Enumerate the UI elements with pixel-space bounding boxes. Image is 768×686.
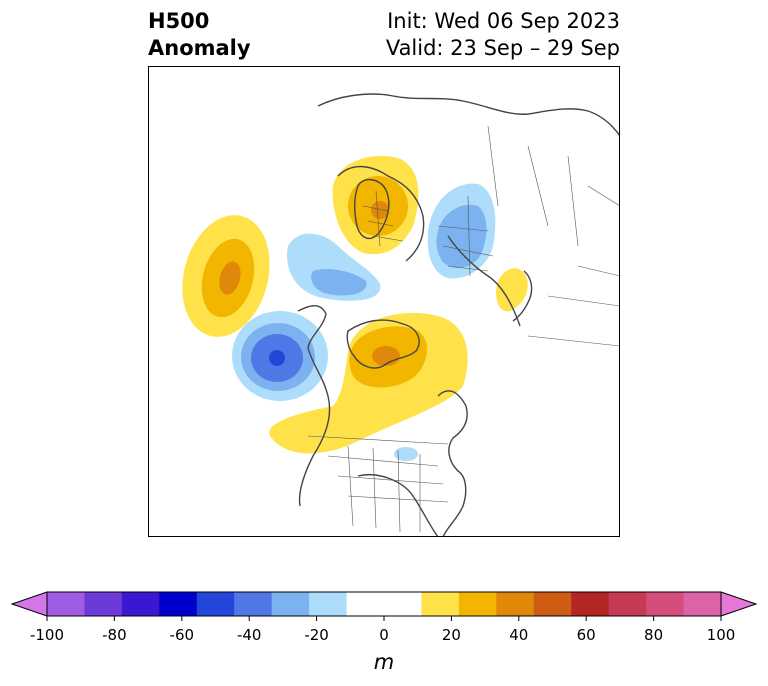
colorbar-cell [646, 592, 685, 616]
colorbar-cell [496, 592, 535, 616]
colorbar-cell [159, 592, 198, 616]
title-line1: H500 [148, 9, 210, 33]
colorbar-cell [196, 592, 235, 616]
colorbar-cells [47, 592, 722, 616]
colorbar-cell [458, 592, 497, 616]
colorbar-tick-label: -20 [304, 626, 329, 644]
colorbar [10, 591, 758, 621]
border-lines-us-2 [347, 445, 421, 533]
colorbar-unit: m [373, 650, 395, 674]
anomaly-pos-asia [496, 268, 528, 312]
colorbar-cell [608, 592, 647, 616]
colorbar-tick-label: 0 [379, 626, 389, 644]
colorbar-tick-label: -40 [236, 626, 262, 644]
anomaly-map [148, 66, 620, 537]
anomaly-pos-canada-center [372, 346, 400, 366]
colorbar-tick-label: -80 [102, 626, 127, 644]
coast-japan [512, 270, 533, 322]
coast-greenland [346, 319, 420, 369]
anomaly-neg-arctic-core [311, 269, 367, 296]
title-line2: Anomaly [148, 36, 251, 60]
colorbar-arrow-outline-right [720, 591, 758, 617]
colorbar-cell [571, 592, 610, 616]
colorbar-tick-label: 40 [509, 626, 529, 644]
colorbar-tick-label: -60 [169, 626, 195, 644]
colorbar-cell [234, 592, 273, 616]
init-date: Init: Wed 06 Sep 2023 [387, 9, 620, 33]
anomaly-pos-europe-center [371, 201, 389, 219]
anomaly-fills [182, 155, 528, 461]
colorbar-arrow-outline [10, 591, 48, 617]
colorbar-tick-label: 20 [441, 626, 461, 644]
colorbar-tick-label: -100 [29, 626, 65, 644]
colorbar-cell [121, 592, 160, 616]
date-info: Init: Wed 06 Sep 2023 Valid: 23 Sep – 29… [386, 8, 620, 62]
country-borders [307, 125, 620, 533]
border-lines-europe [362, 190, 404, 247]
colorbar-cell [309, 592, 348, 616]
valid-range: Valid: 23 Sep – 29 Sep [385, 36, 620, 60]
colorbar-tick-label: 60 [576, 626, 596, 644]
colorbar-cell [47, 592, 85, 616]
border-lines-asia [437, 125, 620, 347]
colorbar-cell [384, 592, 422, 616]
map-edge-notch [148, 284, 154, 318]
coastlines [297, 93, 620, 537]
map-svg [148, 93, 620, 537]
border-us-canada [307, 435, 449, 445]
colorbar-cell [271, 592, 310, 616]
colorbar-cell [346, 592, 385, 616]
coast-scandinavia [353, 179, 390, 239]
colorbar-cell [421, 592, 460, 616]
colorbar-tick-label: 80 [644, 626, 664, 644]
colorbar-left-arrow [12, 592, 47, 616]
border-lines-us-1 [327, 455, 449, 503]
colorbar-cell [533, 592, 572, 616]
colorbar-cell [84, 592, 123, 616]
anomaly-neg-seus [394, 447, 418, 461]
colorbar-right-arrow [721, 592, 756, 616]
anomaly-pos-pacific-center [219, 261, 241, 295]
map-title: H500 Anomaly [148, 8, 251, 62]
colorbar-ticks [46, 616, 722, 621]
anomaly-neg-alaska-core [269, 350, 285, 366]
coast-north-america [297, 305, 468, 537]
colorbar-tick-label: 100 [706, 626, 736, 644]
colorbar-cell [683, 592, 722, 616]
